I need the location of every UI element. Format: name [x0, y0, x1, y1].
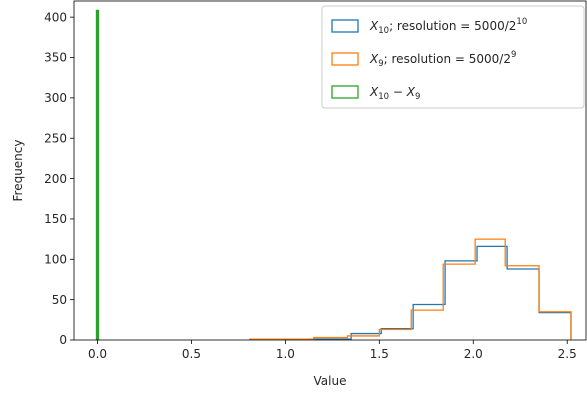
- legend-box: [321, 5, 585, 109]
- histogram-series-2: [95, 9, 100, 340]
- x-tick-label: 0.0: [88, 347, 107, 361]
- y-tick-label: 250: [44, 131, 67, 145]
- legend-swatch-1: [331, 52, 359, 66]
- y-tick-label: 0: [59, 333, 67, 347]
- legend-entry-1: X9; resolution = 5000/29: [369, 50, 516, 69]
- x-tick-label: 2.0: [464, 347, 483, 361]
- histogram-series-1: [249, 238, 572, 340]
- y-axis: 0 50 100 150 200 250 300 350 400: [44, 10, 74, 347]
- y-tick-label: 200: [44, 172, 67, 186]
- y-tick-label: 50: [52, 293, 67, 307]
- y-tick-label: 100: [44, 252, 67, 266]
- legend-entry-2: X10 − X9: [369, 85, 420, 102]
- x-tick-label: 2.5: [558, 347, 577, 361]
- x-axis: 0.0 0.5 1.0 1.5 2.0 2.5: [88, 340, 577, 361]
- y-tick-label: 300: [44, 91, 67, 105]
- legend-swatch-0: [331, 19, 359, 33]
- histogram-series-0: [284, 245, 572, 340]
- plot-area: [95, 9, 572, 340]
- y-tick-label: 150: [44, 212, 67, 226]
- x-tick-label: 0.5: [182, 347, 201, 361]
- legend: X10; resolution = 5000/210 X9; resolution…: [321, 5, 585, 109]
- y-axis-label: Frequency: [11, 140, 25, 202]
- x-tick-label: 1.5: [370, 347, 389, 361]
- legend-entry-0: X10; resolution = 5000/210: [369, 17, 527, 36]
- axes-frame: [73, 0, 587, 341]
- x-tick-label: 1.0: [276, 347, 295, 361]
- x-axis-label: Value: [314, 374, 347, 388]
- y-tick-label: 400: [44, 10, 67, 24]
- y-tick-label: 350: [44, 51, 67, 65]
- legend-swatch-2: [331, 85, 359, 99]
